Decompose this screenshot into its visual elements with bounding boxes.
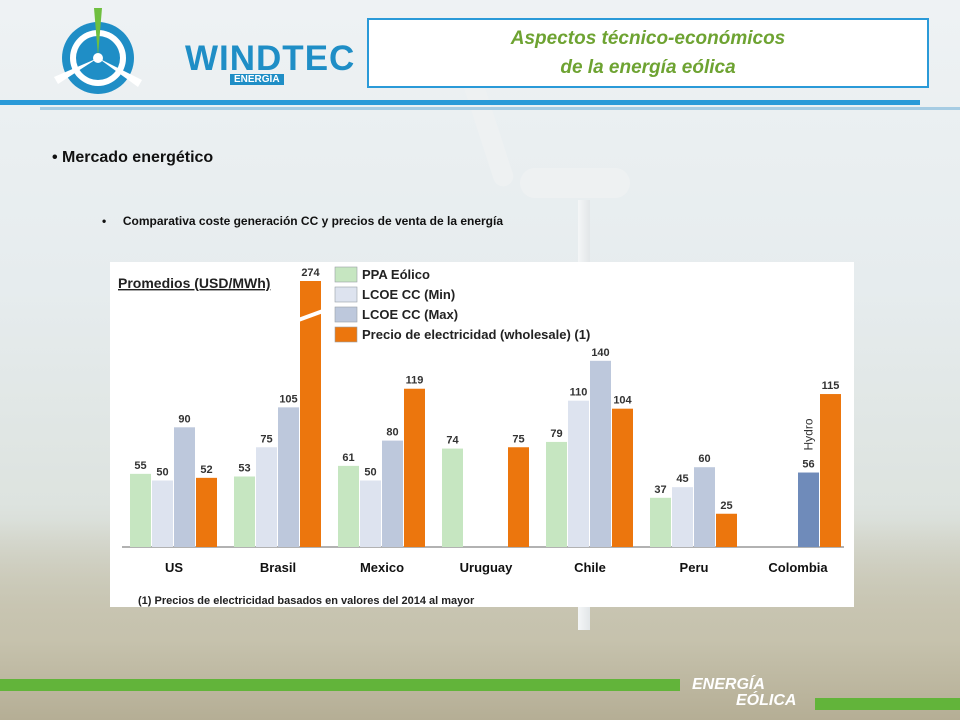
slide-title-box: Aspectos técnico-económicos de la energí… xyxy=(367,18,929,88)
bar-US-2 xyxy=(174,427,195,547)
bar-Chile-0 xyxy=(546,441,567,547)
bar-Mexico-0 xyxy=(338,465,359,547)
data-label-Mexico-2: 80 xyxy=(386,427,398,439)
footer-green-bar xyxy=(0,679,680,691)
footer-brand-line1: ENERGÍA xyxy=(692,676,765,693)
data-label-US-2: 90 xyxy=(178,413,190,425)
data-label-Peru-2: 60 xyxy=(698,453,710,465)
legend-swatch-3 xyxy=(334,326,358,343)
header-divider-light xyxy=(40,107,960,110)
bar-Peru-0 xyxy=(650,497,671,547)
legend-label-1: LCOE CC (Min) xyxy=(362,287,455,302)
logo-subtitle: ENERGÍA xyxy=(230,74,284,85)
bar-Mexico-3 xyxy=(404,388,425,547)
bar-Mexico-1 xyxy=(360,480,381,547)
category-label-US: US xyxy=(165,560,183,575)
bar-US-3 xyxy=(196,477,217,547)
windtec-logo: WINDTEC ENERGÍA xyxy=(40,6,354,96)
hydro-label: Hydro xyxy=(802,418,816,450)
bar-Brasil-1 xyxy=(256,447,277,547)
legend-swatch-0 xyxy=(334,266,358,283)
data-label-Brasil-1: 75 xyxy=(260,433,272,445)
subsection-bullet: • Comparativa coste generación CC y prec… xyxy=(102,214,504,228)
data-label-Brasil-3: 274 xyxy=(301,267,320,279)
bar-Colombia-hydro xyxy=(798,472,819,547)
legend-label-2: LCOE CC (Max) xyxy=(362,307,458,322)
category-label-Uruguay: Uruguay xyxy=(460,560,514,575)
data-label-Peru-0: 37 xyxy=(654,484,666,496)
slide-title-line1: Aspectos técnico-económicos xyxy=(510,28,786,49)
bar-chart: Promedios (USD/MWh) PPA Eólico LCOE CC (Mi… xyxy=(118,266,844,607)
data-label-Chile-1: 110 xyxy=(570,387,588,399)
slide-title-line2: de la energía eólica xyxy=(560,57,736,78)
chart-footnote: (1) Precios de electricidad basados en v… xyxy=(138,595,475,607)
category-label-Peru: Peru xyxy=(680,560,709,575)
axis-break-mark xyxy=(295,308,326,323)
bar-Peru-3 xyxy=(716,513,737,547)
bar-Peru-1 xyxy=(672,487,693,547)
data-label-Colombia-hydro: 56 xyxy=(802,459,814,471)
footer-green-bar-right xyxy=(815,698,960,710)
bar-US-0 xyxy=(130,473,151,547)
header-divider xyxy=(0,100,920,105)
category-label-Colombia: Colombia xyxy=(768,560,828,575)
bar-Brasil-2 xyxy=(278,407,299,547)
data-label-Chile-2: 140 xyxy=(591,347,609,359)
wind-turbine-nacelle xyxy=(520,168,630,198)
category-label-Mexico: Mexico xyxy=(360,560,404,575)
legend-swatch-2 xyxy=(334,306,358,323)
bar-Chile-1 xyxy=(568,400,589,547)
bar-chart-panel: Promedios (USD/MWh) PPA Eólico LCOE CC (Mi… xyxy=(110,262,854,607)
data-label-Mexico-3: 119 xyxy=(406,375,424,387)
data-label-Uruguay-3: 75 xyxy=(512,433,524,445)
data-label-Chile-3: 104 xyxy=(613,395,632,407)
data-label-Colombia-3: 115 xyxy=(822,380,840,392)
category-label-Chile: Chile xyxy=(574,560,606,575)
data-label-Mexico-0: 61 xyxy=(342,452,354,464)
bar-Peru-2 xyxy=(694,467,715,547)
bar-Chile-3 xyxy=(612,408,633,547)
legend-swatch-1 xyxy=(334,286,358,303)
legend-label-0: PPA Eólico xyxy=(362,267,430,282)
bar-Uruguay-0 xyxy=(442,448,463,547)
footer-brand-line2: EÓLICA xyxy=(736,692,797,709)
bar-Brasil-0 xyxy=(234,476,255,547)
data-label-US-1: 50 xyxy=(156,467,168,479)
logo-wordmark: WINDTEC xyxy=(185,39,356,78)
bar-Colombia-3 xyxy=(820,394,841,547)
wind-turbine-logo-icon xyxy=(54,8,142,94)
legend-label-3: Precio de electricidad (wholesale) (1) xyxy=(362,327,590,342)
bar-Brasil-3 xyxy=(300,281,321,547)
data-label-Chile-0: 79 xyxy=(550,428,562,440)
bar-Chile-2 xyxy=(590,360,611,547)
data-label-Uruguay-0: 74 xyxy=(446,435,459,447)
data-label-US-0: 55 xyxy=(134,460,146,472)
category-label-Brasil: Brasil xyxy=(260,560,296,575)
data-label-Brasil-0: 53 xyxy=(238,463,250,475)
data-label-US-3: 52 xyxy=(200,464,212,476)
section-bullet: • Mercado energético xyxy=(52,149,214,166)
bar-Mexico-2 xyxy=(382,440,403,547)
data-label-Peru-1: 45 xyxy=(676,473,688,485)
data-label-Mexico-1: 50 xyxy=(364,467,376,479)
bar-Uruguay-3 xyxy=(508,447,529,547)
data-label-Peru-3: 25 xyxy=(720,500,732,512)
data-label-Brasil-2: 105 xyxy=(279,393,297,405)
chart-title: Promedios (USD/MWh) xyxy=(118,275,270,291)
bar-US-1 xyxy=(152,480,173,547)
